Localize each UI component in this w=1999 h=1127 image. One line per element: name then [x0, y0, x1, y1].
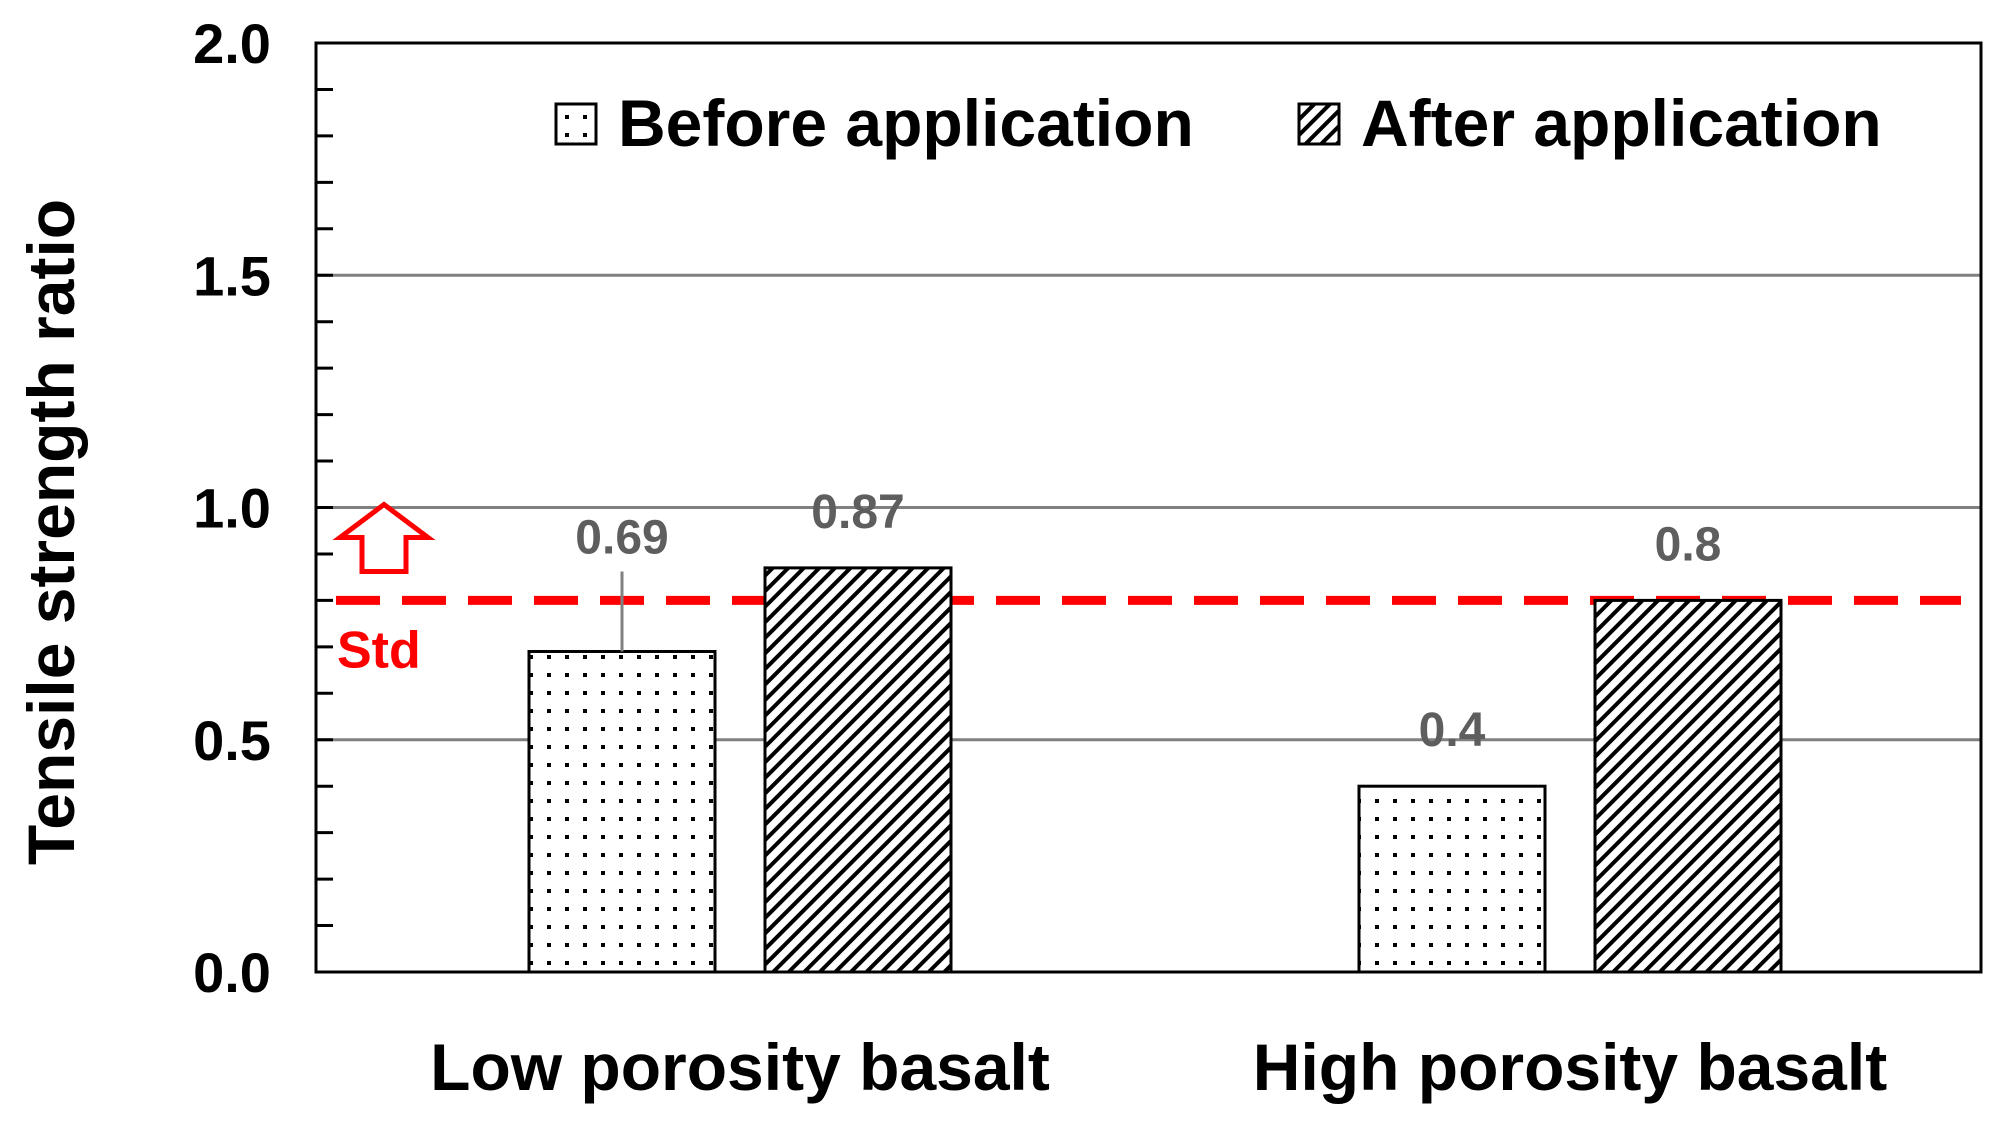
y-axis-label: Tensile strength ratio [14, 199, 88, 865]
y-tick-label-3: 1.5 [193, 244, 271, 307]
bar-after-0 [763, 566, 953, 974]
data-label-after-0: 0.87 [811, 486, 904, 539]
data-label-before-0: 0.69 [575, 511, 668, 564]
legend-swatch-after [1297, 102, 1341, 146]
legend-swatch-before [554, 102, 598, 146]
bars [527, 566, 1783, 974]
category-label-0: Low porosity basalt [430, 1030, 1050, 1104]
bar-before-0 [527, 649, 717, 974]
std-label: Std [337, 621, 421, 679]
legend-label-after: After application [1361, 86, 1882, 160]
data-label-after-1: 0.8 [1655, 518, 1722, 571]
y-tick-label-4: 2.0 [193, 12, 271, 75]
data-labels: 0.69 0.4 0.87 0.8 [575, 486, 1721, 757]
y-tick-label-1: 0.5 [193, 709, 271, 772]
axes: 0.0 0.5 1.0 1.5 2.0 Low porosity basalt High p… [193, 12, 1983, 1104]
category-label-1: High porosity basalt [1253, 1030, 1887, 1104]
legend-label-before: Before application [618, 86, 1194, 160]
std-arrow-icon [332, 501, 436, 574]
data-label-before-1: 0.4 [1419, 704, 1486, 757]
y-tick-label-2: 1.0 [193, 477, 271, 540]
y-tick-label-0: 0.0 [193, 941, 271, 1004]
legend: Before application After application [554, 86, 1882, 160]
bar-after-1 [1593, 598, 1783, 974]
bar-before-1 [1357, 784, 1547, 974]
